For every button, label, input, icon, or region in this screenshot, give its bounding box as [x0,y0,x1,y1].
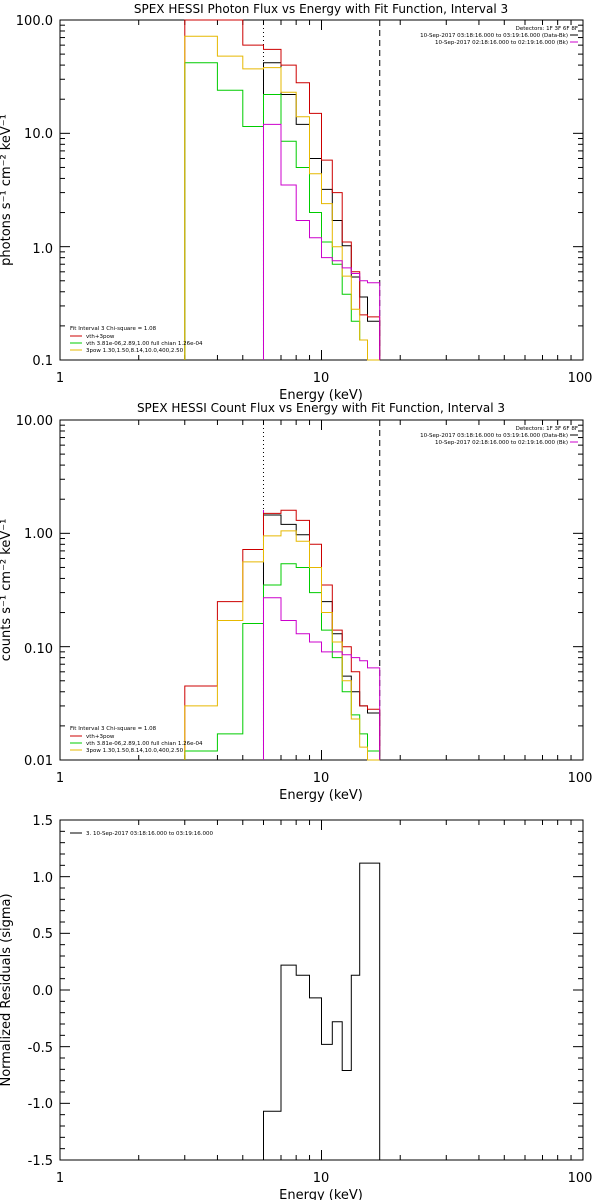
panel2-ytick-label: 10.00 [16,414,53,429]
panel2-x-axis-label: Energy (keV) [279,788,363,803]
series-line [184,35,380,361]
series-line [263,123,381,360]
panel2-xtick-label: 100 [568,771,593,786]
panel3-xtick-label: 1 [56,1171,64,1186]
panel1-series [184,19,381,361]
panel1-data-interval: 10-Sep-2017 03:18:16.000 to 03:19:16.000… [420,33,568,39]
panel3-plot-frame [59,819,584,1161]
count-flux-panel: SPEX HESSI Count Flux vs Energy with Fit… [0,401,592,803]
photon-flux-panel: SPEX HESSI Photon Flux vs Energy with Fi… [0,2,592,403]
panel2-ytick-label: 1.00 [24,527,53,542]
panel1-title: SPEX HESSI Photon Flux vs Energy with Fi… [134,2,508,16]
panel1-ytick-label: 100.0 [16,14,53,29]
panel2-y-axis-label: counts s⁻¹ cm⁻² keV⁻¹ [0,519,14,662]
panel2-ytick-label: 0.10 [24,642,53,657]
series-line [184,563,381,760]
panel2-xtick-label: 1 [56,771,64,786]
panel3-ytick-label: -1.5 [28,1154,53,1169]
panel3-xtick-label: 10 [313,1171,330,1186]
panel1-ytick-label: 1.0 [32,242,53,257]
series-line [263,862,381,1160]
panel3-ytick-label: -1.0 [28,1097,53,1112]
residuals-panel: -1.5 -1.0 -0.5 0.0 0.5 1.0 1.5 1 10 100 … [0,814,592,1200]
panel1-legend-item: 3pow 1.30,1.50,8.14,10.0,400,2.50 [86,348,184,354]
panel1-xtick-label: 1 [56,371,64,386]
panel3-ytick-label: 1.0 [32,871,53,886]
panel2-detectors: Detectors: 1F 3F 6F 8F [516,426,578,432]
series-line [184,530,380,761]
panel2-data-interval: 10-Sep-2017 03:18:16.000 to 03:19:16.000… [420,433,568,439]
panel2-bk-interval: 10-Sep-2017 02:18:16.000 to 02:19:16.000… [435,440,568,446]
panel3-series [263,862,381,1160]
panel1-fit-info: Fit Interval 3 Chi-square = 1.08 [70,326,157,332]
panel1-ytick-label: 10.0 [24,127,53,142]
panel2-title: SPEX HESSI Count Flux vs Energy with Fit… [137,401,505,415]
panel1-y-axis-label: photons s⁻¹ cm⁻² keV⁻¹ [0,114,14,266]
panel1-detectors: Detectors: 1F 3F 6F 8F [516,26,578,32]
panel3-ticks [59,819,583,1161]
panel1-xtick-label: 10 [313,371,330,386]
panel3-ytick-label: -0.5 [28,1041,53,1056]
panel3-y-axis-label: Normalized Residuals (sigma) [0,893,14,1086]
panel3-xtick-label: 100 [568,1171,593,1186]
panel3-legend-item: 3. 10-Sep-2017 03:18:16.000 to 03:19:16.… [86,831,213,837]
panel3-ytick-label: 1.5 [32,814,53,829]
panel2-legend-item: vth 3.81e-06,2.89,1.00 full chian 1.26e-… [86,741,203,747]
panel1-ytick-label: 0.1 [32,354,53,369]
panel2-legend-item: vth+3pow [86,734,115,740]
series-line [184,19,381,360]
series-line [263,597,381,760]
panel1-legend-item: vth+3pow [86,334,115,340]
panel2-xtick-label: 10 [313,771,330,786]
panel2-fit-info: Fit Interval 3 Chi-square = 1.08 [70,726,157,732]
series-line [184,62,380,361]
panel2-legend-item: 3pow 1.30,1.50,8.14,10.0,400,2.50 [86,748,184,754]
panel2-series [184,509,381,761]
panel2-ticks [59,420,583,761]
panel3-ytick-label: 0.0 [32,984,53,999]
panel3-ytick-label: 0.5 [32,927,53,942]
panel1-xtick-label: 100 [568,371,593,386]
panel1-x-axis-label: Energy (keV) [279,388,363,403]
panel3-x-axis-label: Energy (keV) [279,1188,363,1200]
series-line [184,509,381,760]
panel2-ytick-label: 0.01 [24,754,53,769]
panel1-legend-item: vth 3.81e-06,2.89,1.00 full chian 1.26e-… [86,341,203,347]
panel1-bk-interval: 10-Sep-2017 02:18:16.000 to 02:19:16.000… [435,40,568,46]
